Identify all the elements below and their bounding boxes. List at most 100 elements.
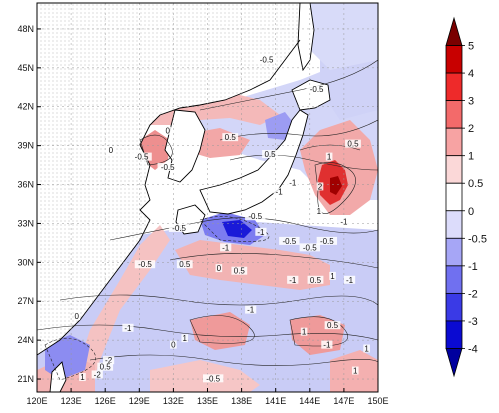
- contour-label-bg: [279, 236, 300, 245]
- contour-label-bg: [306, 85, 327, 94]
- contour-label-bg: [324, 321, 341, 330]
- contour-label: -0.5: [303, 243, 317, 252]
- contour-label: 1: [353, 367, 358, 376]
- contour-label-bg: [170, 340, 177, 349]
- colorbar-label: 5: [468, 41, 474, 53]
- contour-label: -0.5: [282, 237, 296, 246]
- contour-label: 0.5: [327, 321, 339, 330]
- colorbar-label: 2: [468, 123, 474, 135]
- contour-label: -1: [323, 341, 331, 350]
- contour-label-bg: [91, 370, 103, 379]
- kuroshio-core-dark: [330, 176, 342, 195]
- lat-tick-label: 21N: [17, 374, 34, 384]
- contour-labels: -0.5 -0.5 0 0 -0.5 -0.5 0.5 0.5 0.5 -1 -1 1 2 1 -1 -0.5…: [73, 55, 370, 383]
- lat-tick-label: 45N: [17, 63, 34, 73]
- contour-label: -0.5: [206, 374, 220, 383]
- taiwan: [49, 361, 67, 392]
- contour-label: 2: [318, 182, 323, 191]
- colorbar-top-triangle: [445, 16, 463, 46]
- contour-label: -0.5: [135, 153, 149, 162]
- colorbar-segment: [445, 237, 463, 267]
- contour-label: -1: [289, 179, 297, 188]
- contour-label: 1: [183, 334, 188, 343]
- lat-tick-label: 39N: [17, 141, 34, 151]
- lon-tick-label: 126E: [95, 396, 116, 406]
- lon-tick-label: 147E: [333, 396, 354, 406]
- colorbar-segment: [445, 182, 463, 212]
- contour-label-bg: [73, 312, 81, 321]
- contour-label-bg: [338, 217, 350, 226]
- lat-tick-label: 36N: [17, 180, 34, 190]
- subtropical-positive-1: [190, 312, 250, 350]
- contour-label: -2: [94, 370, 102, 379]
- contour-label-bg: [168, 223, 190, 232]
- contour-label-bg: [164, 126, 172, 135]
- contour-label: -0.5: [248, 212, 262, 221]
- north-east-area: [300, 3, 378, 70]
- lon-tick-label: 138E: [231, 396, 252, 406]
- contour-label-bg: [300, 327, 308, 336]
- contour-label-bg: [181, 334, 189, 343]
- colorbar-segment: [445, 72, 463, 102]
- contour-label: 0: [171, 341, 176, 350]
- lon-tick-label: 144E: [299, 396, 320, 406]
- contour-label: 0.5: [179, 260, 191, 269]
- contour-label-bg: [215, 264, 223, 273]
- contour-label-bg: [97, 362, 114, 371]
- contour-label-bg: [202, 374, 224, 383]
- contour-label: -0.5: [161, 163, 175, 172]
- contour-label-bg: [307, 275, 324, 284]
- colorbar-label: -3: [468, 316, 478, 328]
- colorbar-segment: [445, 127, 463, 157]
- contour-label: 0.5: [100, 363, 112, 372]
- contour-label: -0.5: [172, 224, 186, 233]
- south-japan-negative-core: [222, 220, 252, 238]
- contour-label-bg: [255, 227, 267, 236]
- contour-label-bg: [262, 150, 278, 159]
- contour-label: 0: [217, 264, 222, 273]
- contour-label: -1: [289, 276, 297, 285]
- lon-tick-label: 150E: [367, 396, 388, 406]
- contour-label-bg: [122, 323, 134, 332]
- contour-label-bg: [273, 187, 285, 196]
- contour-label-bg: [176, 260, 193, 269]
- colorbar-segment: [445, 45, 463, 74]
- colorbar: 5 4 3 2 1 0.5 0 -0.5 -1 -2 -3 -4: [445, 16, 487, 378]
- contour-label-bg: [316, 236, 338, 245]
- contour-label-bg: [256, 55, 277, 64]
- colorbar-segment: [445, 155, 463, 184]
- contour-label: 1: [302, 328, 307, 337]
- contour-label-bg: [79, 373, 86, 382]
- contour-label-bg: [103, 356, 115, 365]
- colorbar-segment: [445, 292, 463, 322]
- contour-label: 0.5: [264, 150, 276, 159]
- lon-tick-label: 123E: [61, 396, 82, 406]
- lat-tick-label: 30N: [17, 257, 34, 267]
- colorbar-segment: [445, 265, 463, 294]
- contour-label: 0.5: [234, 267, 246, 276]
- lon-tick-label: 132E: [163, 396, 184, 406]
- colorbar-bottom-triangle: [445, 348, 463, 378]
- contour-label-bg: [222, 133, 239, 142]
- contour-label-bg: [157, 162, 178, 171]
- lon-tick-label: 129E: [129, 396, 150, 406]
- anomaly-field: -0.5 -0.5 0 0 -0.5 -0.5 0.5 0.5 0.5 -1 -1 1 2 1 -1 -0.5…: [37, 3, 378, 392]
- colorbar-label: -1: [468, 261, 478, 273]
- contour-label-bg: [321, 340, 333, 349]
- colorbar-label: 4: [468, 68, 474, 80]
- contour-label-bg: [245, 212, 266, 221]
- lat-tick-label: 24N: [17, 335, 34, 345]
- contour-label: 0: [165, 127, 170, 136]
- colorbar-label: -0.5: [468, 233, 487, 245]
- contour-label: -0.5: [260, 55, 274, 64]
- colorbar-label: 1: [468, 151, 474, 163]
- contour-label-bg: [316, 182, 324, 191]
- colorbar-label: -2: [468, 288, 478, 300]
- lat-tick-label: 42N: [17, 102, 34, 112]
- contour-label-bg: [345, 139, 361, 148]
- contour-label-bg: [351, 366, 359, 375]
- lat-tick-label: 48N: [17, 24, 34, 34]
- colorbar-segment: [445, 100, 463, 129]
